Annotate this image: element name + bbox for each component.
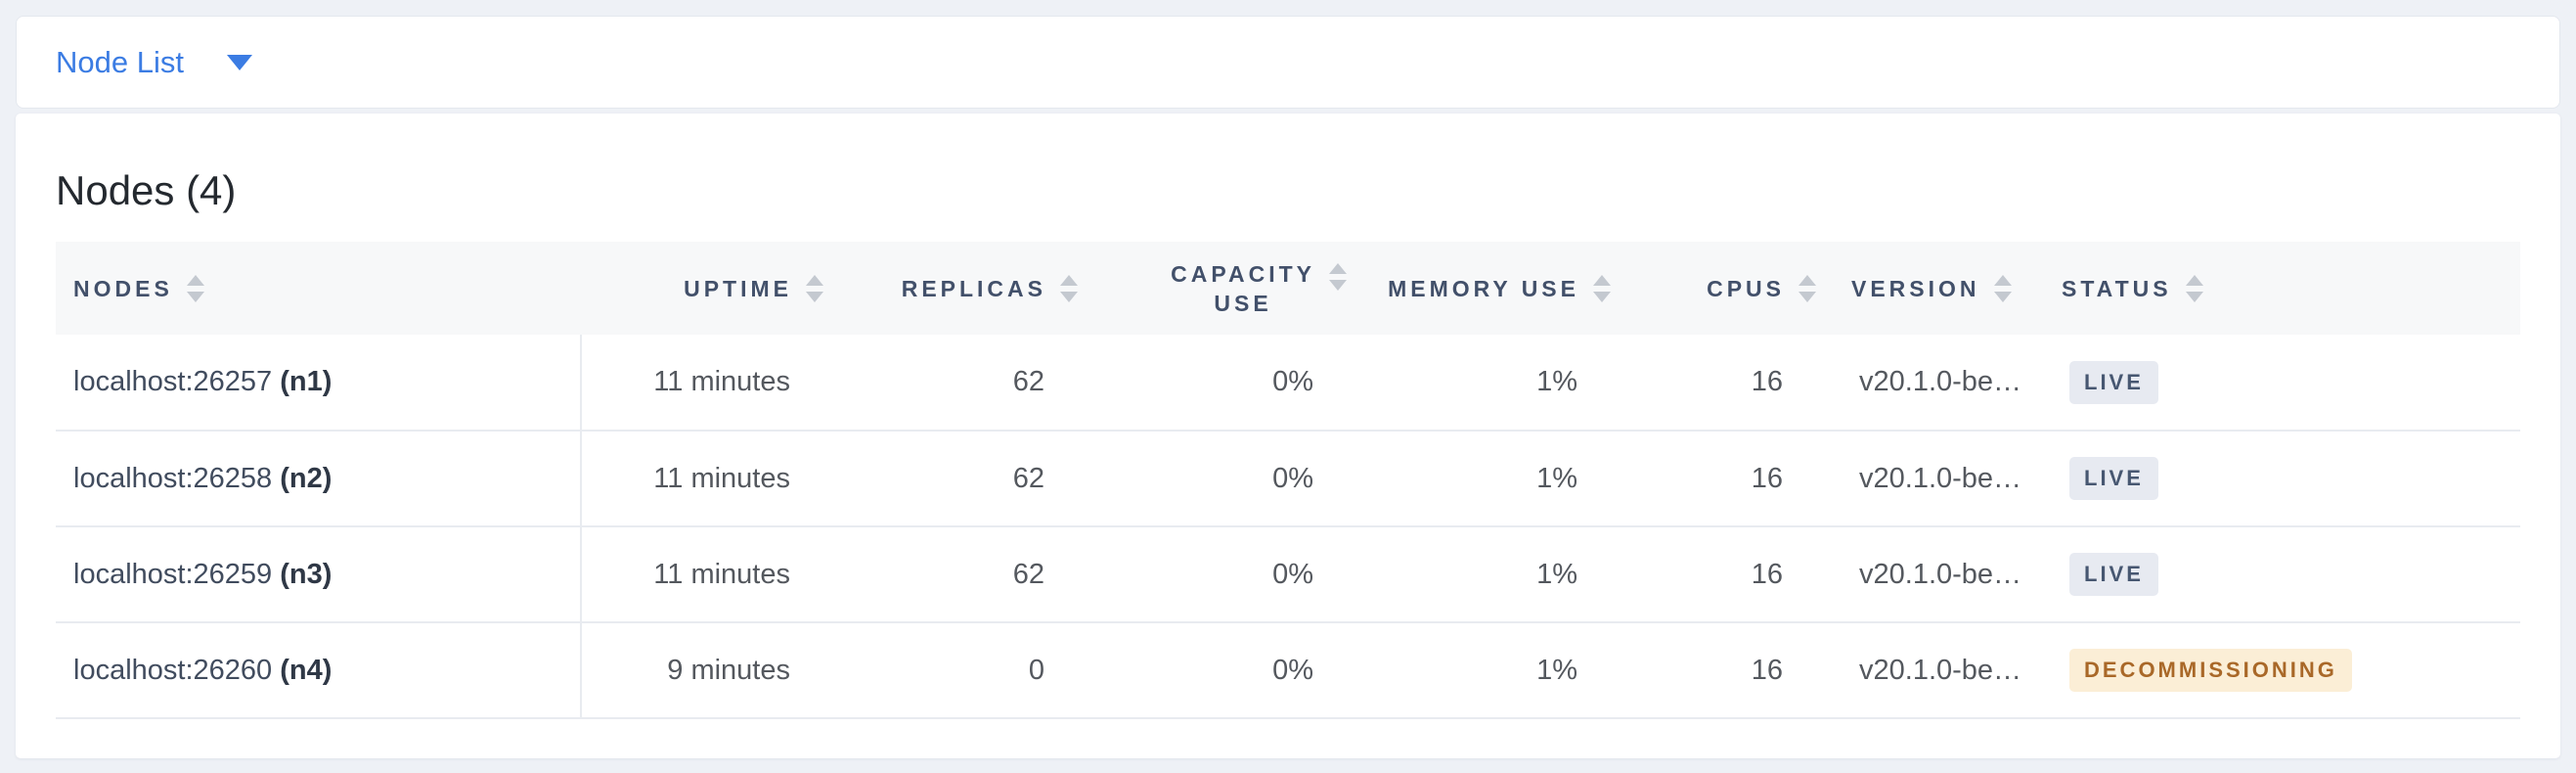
sort-up-icon xyxy=(1060,274,1078,286)
column-label: UPTIME xyxy=(684,275,792,301)
cell-cpus: 16 xyxy=(1628,622,1834,719)
node-list-page: Node List Nodes (4) NODES UPTIME REPLICAS C… xyxy=(0,16,2576,773)
cell-status: LIVE xyxy=(2044,335,2520,432)
sort-up-icon xyxy=(1799,274,1816,286)
status-badge: DECOMMISSIONING xyxy=(2069,649,2352,692)
chevron-down-icon xyxy=(226,54,252,70)
cell-nodes: localhost:26258 (n2) xyxy=(56,431,582,527)
column-header-cpus[interactable]: CPUS xyxy=(1628,242,1834,335)
nodes-table: NODES UPTIME REPLICAS CAPACITY USE MEMORY USE… xyxy=(56,242,2520,719)
sort-up-icon xyxy=(2185,274,2203,286)
column-header-uptime[interactable]: UPTIME xyxy=(581,242,841,335)
table-row: localhost:26257 (n1) 11 minutes 62 0% 1% 16 v2… xyxy=(56,335,2520,432)
sort-icon xyxy=(1593,274,1611,302)
sort-icon xyxy=(186,274,204,302)
table-header: NODES UPTIME REPLICAS CAPACITY USE MEMORY USE… xyxy=(56,242,2520,335)
sort-icon xyxy=(1329,262,1347,291)
cell-status: DECOMMISSIONING xyxy=(2044,622,2520,719)
node-list-dropdown[interactable]: Node List xyxy=(56,45,252,80)
node-list-dropdown-label: Node List xyxy=(56,44,184,79)
cell-uptime: 11 minutes xyxy=(581,335,841,432)
column-header-replicas[interactable]: REPLICAS xyxy=(841,242,1095,335)
node-id: (n1) xyxy=(280,366,333,397)
sort-down-icon xyxy=(1329,279,1347,291)
cell-nodes: localhost:26260 (n4) xyxy=(56,622,582,719)
cell-cpus: 16 xyxy=(1628,335,1834,432)
sort-down-icon xyxy=(1060,291,1078,302)
cell-replicas: 62 xyxy=(841,526,1095,623)
cell-cpus: 16 xyxy=(1628,431,1834,527)
sort-icon xyxy=(806,274,823,302)
view-selector-bar: Node List xyxy=(16,16,2560,109)
cell-capacity_use: 0% xyxy=(1095,431,1364,527)
cell-capacity_use: 0% xyxy=(1095,622,1364,719)
node-address: localhost:26259 xyxy=(73,558,281,590)
sort-down-icon xyxy=(2185,291,2203,302)
node-address: localhost:26257 xyxy=(73,366,281,397)
sort-up-icon xyxy=(806,274,823,286)
sort-icon xyxy=(1799,274,1816,302)
cell-cpus: 16 xyxy=(1628,526,1834,623)
node-id: (n2) xyxy=(280,462,333,494)
cell-nodes: localhost:26257 (n1) xyxy=(56,335,582,432)
nodes-panel: Nodes (4) NODES UPTIME REPLICAS CAPACITY USE… xyxy=(16,114,2560,758)
page-title: Nodes (4) xyxy=(56,167,237,213)
cell-memory_use: 1% xyxy=(1364,335,1628,432)
column-label: NODES xyxy=(73,275,173,301)
status-badge: LIVE xyxy=(2069,553,2158,596)
sort-down-icon xyxy=(806,291,823,302)
node-address: localhost:26260 xyxy=(73,654,281,686)
column-header-nodes[interactable]: NODES xyxy=(56,242,581,335)
cell-uptime: 9 minutes xyxy=(581,622,841,719)
sort-down-icon xyxy=(1799,291,1816,302)
cell-version: v20.1.0-bet… xyxy=(1834,431,2044,527)
column-label: VERSION xyxy=(1851,275,1980,301)
sort-up-icon xyxy=(1593,274,1611,286)
node-id: (n4) xyxy=(280,654,333,686)
status-badge: LIVE xyxy=(2069,360,2158,404)
column-label: MEMORY USE xyxy=(1388,275,1579,301)
sort-up-icon xyxy=(1329,262,1347,274)
cell-memory_use: 1% xyxy=(1364,526,1628,623)
sort-up-icon xyxy=(186,274,204,286)
cell-nodes: localhost:26259 (n3) xyxy=(56,526,582,623)
sort-icon xyxy=(1993,274,2012,302)
cell-memory_use: 1% xyxy=(1364,431,1628,527)
column-label: STATUS xyxy=(2062,275,2172,301)
column-header-capacity_use[interactable]: CAPACITY USE xyxy=(1095,242,1364,335)
sort-icon xyxy=(2185,274,2203,302)
table-row: localhost:26260 (n4) 9 minutes 0 0% 1% 16 v20.… xyxy=(56,622,2520,719)
cell-status: LIVE xyxy=(2044,431,2520,527)
cell-replicas: 0 xyxy=(841,622,1095,719)
cell-replicas: 62 xyxy=(841,431,1095,527)
column-label: REPLICAS xyxy=(901,275,1046,301)
cell-version: v20.1.0-bet… xyxy=(1834,622,2044,719)
table-row: localhost:26258 (n2) 11 minutes 62 0% 1% 16 v2… xyxy=(56,431,2520,527)
cell-uptime: 11 minutes xyxy=(581,431,841,527)
sort-down-icon xyxy=(1593,291,1611,302)
cell-memory_use: 1% xyxy=(1364,622,1628,719)
sort-up-icon xyxy=(1993,274,2012,286)
column-label: CPUS xyxy=(1707,275,1785,301)
node-address: localhost:26258 xyxy=(73,462,281,494)
node-id: (n3) xyxy=(280,558,333,590)
cell-status: LIVE xyxy=(2044,526,2520,623)
column-header-status[interactable]: STATUS xyxy=(2044,242,2520,335)
cell-uptime: 11 minutes xyxy=(581,526,841,623)
table-row: localhost:26259 (n3) 11 minutes 62 0% 1% 16 v2… xyxy=(56,526,2520,623)
column-header-memory_use[interactable]: MEMORY USE xyxy=(1364,242,1628,335)
status-badge: LIVE xyxy=(2069,457,2158,500)
sort-down-icon xyxy=(1993,291,2012,302)
sort-icon xyxy=(1060,274,1078,302)
cell-capacity_use: 0% xyxy=(1095,335,1364,432)
cell-version: v20.1.0-bet… xyxy=(1834,335,2044,432)
cell-replicas: 62 xyxy=(841,335,1095,432)
column-header-version[interactable]: VERSION xyxy=(1834,242,2044,335)
cell-version: v20.1.0-bet… xyxy=(1834,526,2044,623)
sort-down-icon xyxy=(186,291,204,302)
column-label: CAPACITY USE xyxy=(1171,260,1315,316)
cell-capacity_use: 0% xyxy=(1095,526,1364,623)
